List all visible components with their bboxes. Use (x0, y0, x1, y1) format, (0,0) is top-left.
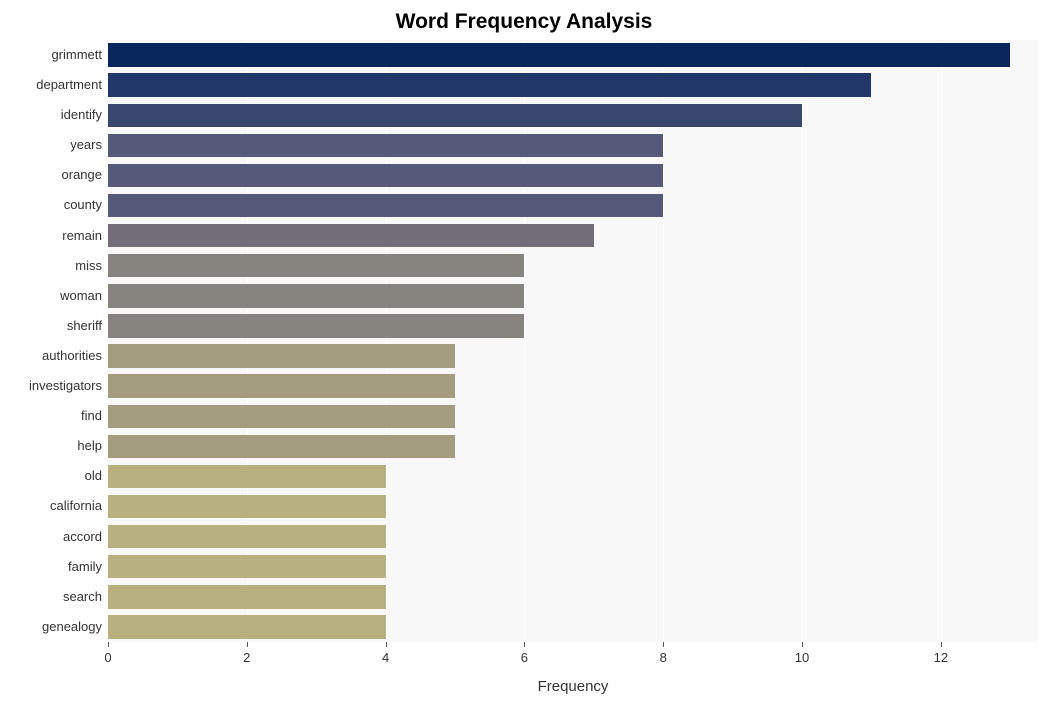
y-tick-label: find (81, 408, 102, 423)
y-tick-label: identify (61, 107, 102, 122)
bar-rect (108, 465, 386, 488)
bar (108, 344, 455, 367)
x-tick-mark (247, 642, 248, 647)
grid-line (524, 40, 525, 642)
y-tick-label: years (70, 137, 102, 152)
bar-rect (108, 224, 594, 247)
bar (108, 465, 386, 488)
y-tick-label: county (64, 197, 102, 212)
x-tick-label: 8 (660, 650, 667, 665)
bar-rect (108, 525, 386, 548)
y-tick-label: authorities (42, 348, 102, 363)
bar-rect (108, 73, 871, 96)
y-tick-label: grimmett (51, 47, 102, 62)
y-tick-label: accord (63, 529, 102, 544)
bar-rect (108, 314, 524, 337)
bar-rect (108, 43, 1010, 66)
bar-rect (108, 585, 386, 608)
x-tick-label: 2 (243, 650, 250, 665)
grid-line (663, 40, 664, 642)
bar (108, 104, 802, 127)
chart-container: Word Frequency Analysis Frequency 0 2 4 6 8 1… (0, 0, 1048, 701)
bar (108, 164, 663, 187)
grid-line (386, 40, 387, 642)
bar (108, 43, 1010, 66)
x-tick-mark (663, 642, 664, 647)
y-tick-label: california (50, 498, 102, 513)
x-tick-label: 10 (795, 650, 809, 665)
bar (108, 555, 386, 578)
x-tick-label: 0 (104, 650, 111, 665)
bar (108, 525, 386, 548)
x-tick-mark (802, 642, 803, 647)
y-tick-label: genealogy (42, 619, 102, 634)
x-tick-mark (386, 642, 387, 647)
bar (108, 374, 455, 397)
bar-rect (108, 284, 524, 307)
y-tick-label: remain (62, 228, 102, 243)
bar-rect (108, 104, 802, 127)
x-tick-mark (524, 642, 525, 647)
bar-rect (108, 164, 663, 187)
bar (108, 585, 386, 608)
y-tick-label: old (85, 468, 102, 483)
y-tick-label: help (77, 438, 102, 453)
bar (108, 73, 871, 96)
bar-rect (108, 194, 663, 217)
x-axis-label: Frequency (108, 678, 1038, 695)
x-tick-label: 6 (521, 650, 528, 665)
y-tick-label: family (68, 559, 102, 574)
plot-area (108, 40, 1038, 642)
x-tick-label: 12 (934, 650, 948, 665)
bar (108, 284, 524, 307)
bar-rect (108, 134, 663, 157)
x-tick-mark (108, 642, 109, 647)
y-tick-label: orange (62, 167, 102, 182)
bar (108, 495, 386, 518)
y-tick-label: search (63, 589, 102, 604)
chart-title: Word Frequency Analysis (0, 10, 1048, 34)
bar-rect (108, 254, 524, 277)
bar-rect (108, 435, 455, 458)
x-tick-label: 4 (382, 650, 389, 665)
bar-rect (108, 374, 455, 397)
grid-line (108, 40, 109, 642)
bar (108, 254, 524, 277)
bar-rect (108, 344, 455, 367)
y-tick-label: miss (75, 258, 102, 273)
y-tick-label: investigators (29, 378, 102, 393)
bar-rect (108, 615, 386, 638)
y-tick-label: woman (60, 288, 102, 303)
bar (108, 435, 455, 458)
bar (108, 615, 386, 638)
bar (108, 405, 455, 428)
y-tick-label: sheriff (67, 318, 102, 333)
bar (108, 314, 524, 337)
bar (108, 194, 663, 217)
grid-line (941, 40, 942, 642)
grid-line (802, 40, 803, 642)
bar-rect (108, 405, 455, 428)
bar-rect (108, 495, 386, 518)
bar-rect (108, 555, 386, 578)
y-tick-label: department (36, 77, 102, 92)
bar (108, 224, 594, 247)
bar (108, 134, 663, 157)
grid-line (247, 40, 248, 642)
x-tick-mark (941, 642, 942, 647)
